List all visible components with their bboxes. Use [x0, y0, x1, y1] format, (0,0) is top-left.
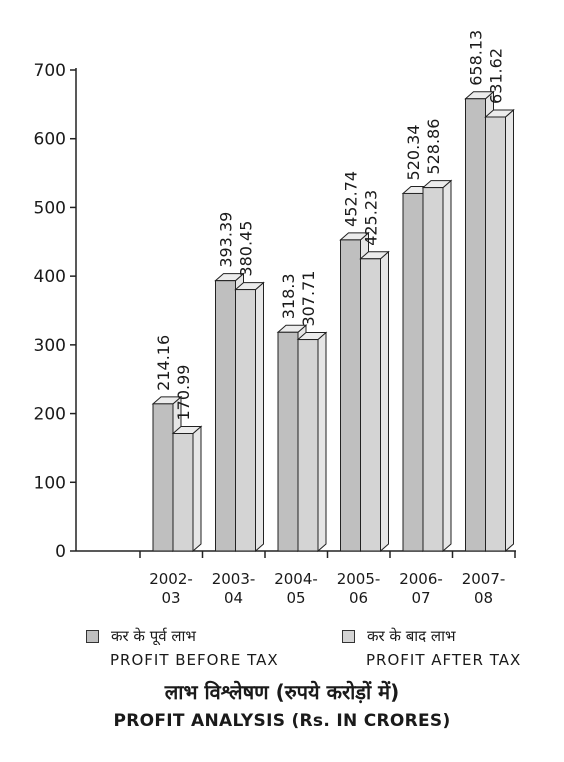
- chart-title-english: PROFIT ANALYSIS (Rs. IN CRORES): [113, 711, 451, 731]
- bar-front-face: [215, 280, 236, 552]
- bar-profit-after-tax: [296, 331, 328, 553]
- bar-value-label: 452.74: [342, 171, 361, 227]
- legend-label-before-tax-english: PROFIT BEFORE TAX: [110, 651, 279, 669]
- legend-swatch-after-tax: [342, 629, 355, 643]
- bar-value-label: 318.3: [279, 273, 298, 319]
- y-tick-label: 0: [55, 542, 66, 562]
- y-tick-label: 300: [34, 336, 66, 356]
- bar-value-label: 631.62: [487, 48, 506, 104]
- bar-value-label: 307.71: [299, 271, 318, 327]
- bar-front-face: [235, 289, 256, 552]
- y-tick-label: 600: [34, 130, 66, 150]
- x-tick-label: 2007-: [462, 570, 506, 588]
- y-tick-label: 100: [34, 473, 66, 493]
- bar-front-face: [360, 258, 381, 552]
- bar-profit-after-tax: [359, 250, 390, 553]
- bar-front-face: [277, 331, 299, 552]
- bar-value-label: 425.23: [362, 190, 381, 246]
- bar-profit-after-tax: [421, 179, 453, 553]
- y-tick-label: 400: [34, 267, 66, 287]
- bar-profit-after-tax: [234, 281, 265, 553]
- legend-label-after-tax-hindi: कर के बाद लाभ: [367, 627, 456, 645]
- x-tick-label: 03: [161, 589, 180, 607]
- x-tick-label: 2002-: [149, 570, 193, 588]
- bar-value-label: 520.34: [404, 124, 423, 180]
- bar-profit-after-tax: [171, 425, 203, 553]
- x-tick-label: 2004-: [274, 570, 318, 588]
- bar-front-face: [340, 239, 361, 552]
- bar-value-label: 380.45: [237, 221, 256, 277]
- bar-front-face: [422, 187, 444, 552]
- bar-profit-after-tax: [484, 108, 515, 553]
- legend-after-tax: कर के बाद लाभ PROFIT AFTER TAX: [342, 624, 521, 672]
- x-tick-label: 06: [349, 589, 368, 607]
- bar-side-face: [317, 331, 327, 553]
- x-tick-label: 2003-: [212, 570, 256, 588]
- bar-side-face: [442, 179, 452, 553]
- bar-front-face: [172, 433, 194, 552]
- bar-front-face: [485, 116, 506, 552]
- bar-front-face: [465, 98, 486, 552]
- legend-label-before-tax-hindi: कर के पूर्व लाभ: [111, 627, 196, 645]
- bar-side-face: [505, 108, 514, 553]
- legend-before-tax: कर के पूर्व लाभ PROFIT BEFORE TAX: [86, 624, 279, 672]
- legend-label-after-tax-english: PROFIT AFTER TAX: [366, 651, 522, 669]
- y-tick-label: 700: [34, 61, 66, 81]
- x-tick-label: 07: [411, 589, 430, 607]
- chart-labels: 2002-03 2003-04 2004-05 2005-06 2006-07 2007-…: [149, 30, 505, 607]
- chart-axes: 0 100 200 300 400 500 600 700: [34, 61, 516, 562]
- x-tick-label: 05: [286, 589, 305, 607]
- bar-value-label: 170.99: [174, 365, 193, 421]
- bar-value-label: 214.16: [154, 335, 173, 391]
- bar-side-face: [380, 250, 389, 553]
- bar-front-face: [152, 403, 174, 552]
- bar-front-face: [297, 339, 319, 552]
- y-tick-label: 500: [34, 198, 66, 218]
- bar-front-face: [402, 192, 424, 552]
- bar-value-label: 658.13: [467, 30, 486, 86]
- x-tick-label: 2006-: [399, 570, 443, 588]
- bar-value-label: 393.39: [217, 212, 236, 268]
- x-tick-label: 08: [474, 589, 493, 607]
- x-tick-label: 04: [224, 589, 243, 607]
- y-tick-label: 200: [34, 405, 66, 425]
- chart-bars: [151, 90, 515, 553]
- bar-side-face: [192, 425, 202, 553]
- x-tick-label: 2005-: [337, 570, 381, 588]
- bar-side-face: [255, 281, 264, 553]
- legend-swatch-before-tax: [86, 629, 99, 643]
- chart-title-hindi: लाभ विश्लेषण (रुपये करोड़ों में): [164, 680, 400, 704]
- bar-value-label: 528.86: [424, 119, 443, 175]
